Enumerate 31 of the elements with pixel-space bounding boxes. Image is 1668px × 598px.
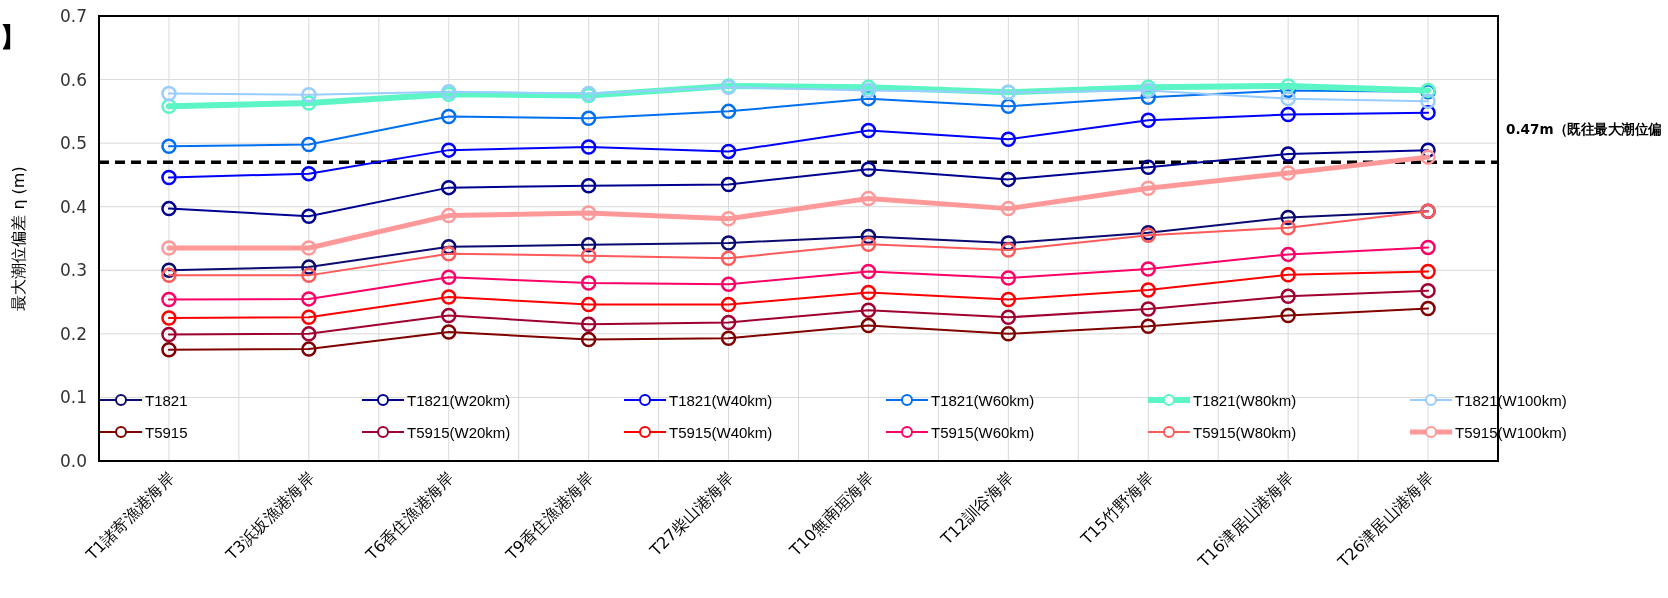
legend-label: T1821 bbox=[145, 392, 188, 409]
y-tick-label: 0.7 bbox=[59, 6, 87, 26]
legend-label: T1821(W40km) bbox=[669, 392, 773, 409]
x-tick-label: T9香住漁港海岸 bbox=[501, 468, 598, 565]
y-tick-label: 0.3 bbox=[59, 260, 87, 281]
y-tick-label: 0.1 bbox=[59, 387, 87, 408]
legend-label: T5915(W60km) bbox=[931, 424, 1035, 441]
x-tick-label: T3浜坂漁港海岸 bbox=[221, 468, 318, 565]
x-tick-label: T16津居山港海岸 bbox=[1193, 468, 1297, 572]
legend-label: T5915(W80km) bbox=[1193, 424, 1297, 441]
x-tick-label: T27柴山港海岸 bbox=[645, 468, 738, 561]
y-tick-label: 0.2 bbox=[59, 323, 87, 344]
legend-label: T1821(W80km) bbox=[1193, 392, 1297, 409]
y-tick-label: 0.0 bbox=[59, 451, 87, 471]
legend-label: T1821(W60km) bbox=[931, 392, 1035, 409]
legend-label: T5915(W40km) bbox=[669, 424, 773, 441]
x-tick-label: T6香住漁港海岸 bbox=[361, 468, 458, 565]
y-tick-label: 0.4 bbox=[59, 196, 87, 217]
x-tick-label: T26津居山港海岸 bbox=[1333, 468, 1437, 572]
x-tick-label: T10無南垣海岸 bbox=[785, 468, 878, 561]
legend-label: T1821(W20km) bbox=[407, 392, 511, 409]
legend-label: T5915(W20km) bbox=[407, 424, 511, 441]
text: 】 bbox=[0, 22, 26, 52]
x-tick-label: T15竹野海岸 bbox=[1076, 468, 1158, 550]
legend-label: T5915 bbox=[145, 424, 188, 441]
x-tick-label: T1諸寄漁港海岸 bbox=[81, 468, 178, 565]
ref-line-label: 0.47m（既往最大潮位偏 bbox=[1506, 121, 1668, 138]
y-axis-title: 最大潮位偏差 η (m) bbox=[9, 166, 28, 311]
y-tick-label: 0.5 bbox=[59, 133, 87, 154]
x-tick-label: T12訓谷海岸 bbox=[936, 468, 1018, 550]
y-tick-label: 0.6 bbox=[59, 69, 87, 90]
